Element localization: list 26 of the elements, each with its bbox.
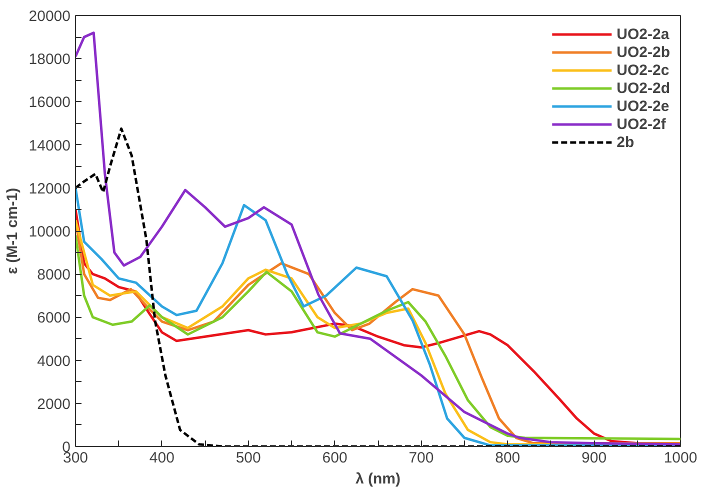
x-tick-label: 900 [582,450,607,466]
x-tick-label: 700 [408,450,434,466]
y-tick-label: 10000 [28,224,71,240]
x-tick-label: 500 [236,450,261,466]
y-tick-label: 4000 [37,352,71,370]
x-tick-label: 1000 [664,450,698,466]
y-tick-label: 16000 [28,94,71,112]
x-tick-label: 600 [322,450,348,466]
legend-label: UO2-2d [616,79,670,97]
y-tick-label: 8000 [37,266,71,284]
legend-label: UO2-2f [616,115,666,133]
y-axis-title: ε (M-1 cm-1) [4,188,21,274]
legend-label: UO2-2a [616,25,670,43]
y-tick-label: 20000 [28,8,71,25]
y-tick-label: 18000 [28,51,71,68]
legend-label: 2b [616,133,636,151]
x-axis-title: λ (nm) [356,470,401,488]
y-tick-label: 6000 [37,310,71,327]
y-tick-label: 2000 [37,396,71,413]
x-tick-label: 400 [149,450,174,466]
legend-label: UO2-2e [616,97,670,115]
legend-label: UO2-2b [616,43,670,61]
x-tick-label: 800 [495,450,520,466]
y-tick-label: 12000 [28,180,71,198]
legend-label: UO2-2c [616,61,670,79]
y-tick-label: 14000 [28,137,71,154]
